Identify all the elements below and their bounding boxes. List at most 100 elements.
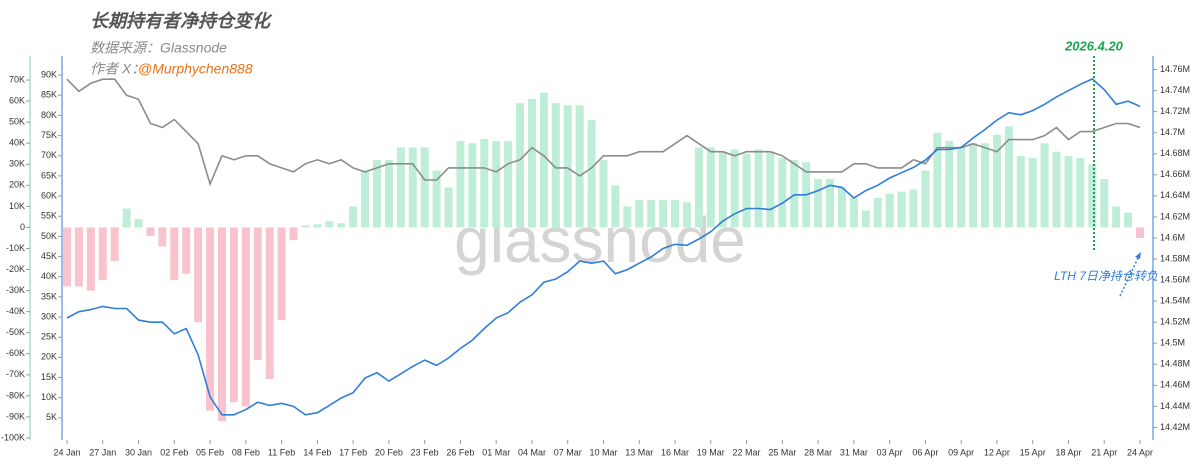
y-tick-label: 14.48M	[1160, 359, 1190, 369]
y-tick-label: 14.68M	[1160, 148, 1190, 158]
bar	[718, 151, 727, 228]
x-tick-label: 31 Mar	[840, 447, 868, 457]
x-tick-label: 19 Mar	[697, 447, 725, 457]
y-tick-label: 25K	[41, 332, 57, 342]
y-tick-label: 20K	[9, 180, 25, 190]
y-tick-label: -50K	[6, 327, 25, 337]
bar	[217, 227, 226, 422]
bar	[206, 227, 215, 411]
bar	[229, 227, 238, 403]
bar	[599, 160, 608, 228]
y-tick-label: 40K	[9, 138, 25, 148]
source: 数据来源：Glassnode	[90, 40, 227, 56]
marker-label: 2026.4.20	[1064, 38, 1124, 53]
y-tick-label: 14.6M	[1160, 232, 1185, 242]
y-tick-label: 35K	[41, 291, 57, 301]
bar	[277, 227, 286, 321]
bar	[861, 210, 870, 228]
bar	[885, 193, 894, 228]
bar	[1040, 143, 1049, 228]
x-tick-label: 25 Mar	[768, 447, 796, 457]
bar	[539, 92, 548, 228]
y-tick-label: 70K	[41, 150, 57, 160]
x-tick-label: 15 Apr	[1020, 447, 1046, 457]
bar	[706, 147, 715, 228]
bar	[897, 191, 906, 228]
bar	[837, 187, 846, 228]
bar	[134, 219, 143, 228]
bar	[873, 197, 882, 228]
x-tick-label: 21 Apr	[1091, 447, 1117, 457]
bar	[671, 200, 680, 228]
y-tick-label: 85K	[41, 90, 57, 100]
bar	[301, 225, 310, 228]
y-tick-label: 14.64M	[1160, 190, 1190, 200]
bar	[265, 227, 274, 380]
bar	[182, 227, 191, 274]
x-tick-label: 26 Feb	[446, 447, 474, 457]
y-tick-label: 14.56M	[1160, 274, 1190, 284]
y-tick-label: 70K	[9, 74, 25, 84]
bar	[444, 187, 453, 228]
bar	[575, 105, 584, 228]
bar	[1076, 157, 1085, 228]
y-tick-label: 20K	[41, 352, 57, 362]
bar	[981, 143, 990, 228]
bar	[384, 160, 393, 228]
bar	[1124, 212, 1133, 228]
x-tick-label: 05 Feb	[196, 447, 224, 457]
x-tick-label: 02 Feb	[160, 447, 188, 457]
y-tick-label: 30K	[9, 159, 25, 169]
x-tick-label: 27 Jan	[89, 447, 116, 457]
bar	[253, 227, 262, 361]
chart-title: 长期持有者净持仓变化	[90, 11, 273, 31]
bar	[146, 227, 155, 236]
bar	[682, 202, 691, 228]
y-tick-label: 14.54M	[1160, 296, 1190, 306]
x-tick-label: 08 Feb	[232, 447, 260, 457]
bar	[969, 143, 978, 228]
note-arrow	[1119, 257, 1139, 297]
bar	[563, 105, 572, 228]
bar	[730, 149, 739, 228]
bar	[63, 227, 71, 287]
bar	[551, 103, 560, 228]
y-tick-label: 45K	[41, 251, 57, 261]
bar	[1064, 155, 1073, 228]
y-tick-label: 5K	[46, 412, 57, 422]
x-tick-label: 01 Mar	[482, 447, 510, 457]
bar	[325, 221, 334, 228]
bar	[504, 141, 513, 228]
bar	[480, 139, 489, 228]
y-tick-label: 60K	[41, 190, 57, 200]
bar	[945, 141, 954, 228]
y-tick-label: 14.62M	[1160, 211, 1190, 221]
bar	[468, 143, 477, 228]
bar	[778, 157, 787, 228]
bar	[241, 227, 250, 407]
bar	[86, 227, 95, 291]
y-tick-label: 90K	[41, 70, 57, 80]
y-tick-label: -90K	[6, 411, 25, 421]
bar	[1112, 206, 1121, 228]
y-tick-label: 0	[20, 222, 25, 232]
y-tick-label: 14.52M	[1160, 317, 1190, 327]
bar	[635, 200, 644, 228]
bar	[1100, 179, 1109, 228]
y-tick-label: 10K	[9, 201, 25, 211]
y-tick-label: 14.44M	[1160, 401, 1190, 411]
bar	[408, 147, 417, 228]
x-tick-label: 24 Jan	[53, 447, 80, 457]
x-tick-label: 10 Mar	[589, 447, 617, 457]
bar	[826, 179, 835, 228]
bar	[933, 132, 942, 228]
y-tick-label: 55K	[41, 211, 57, 221]
y-tick-label: 65K	[41, 170, 57, 180]
y-tick-label: 40K	[41, 271, 57, 281]
bar	[337, 223, 346, 228]
bar	[659, 200, 668, 228]
bar	[957, 147, 966, 228]
bar	[122, 208, 131, 228]
author: 作者 X：	[90, 61, 145, 77]
